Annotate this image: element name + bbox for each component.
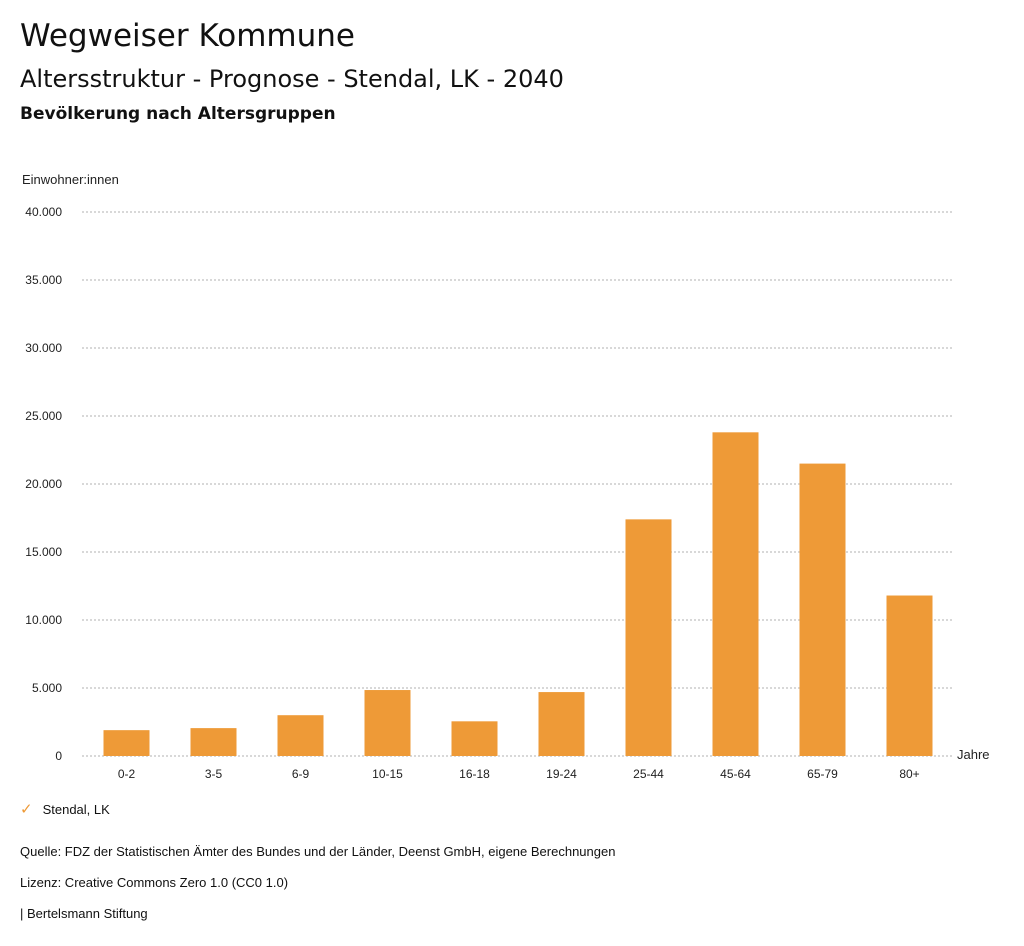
x-tick-label: 16-18 <box>459 767 490 781</box>
page-subtitle: Altersstruktur - Prognose - Stendal, LK … <box>20 65 564 93</box>
bar <box>103 730 150 756</box>
chart-heading: Bevölkerung nach Altersgruppen <box>20 104 336 124</box>
legend-item[interactable]: ✓ Stendal, LK <box>20 802 110 817</box>
bar <box>538 692 585 756</box>
bar <box>712 432 759 756</box>
bar-chart: Einwohner:innen 0 5.000 10.000 15.000 20.000 2… <box>22 172 990 781</box>
y-tick-label: 35.000 <box>25 273 62 287</box>
x-tick-label: 3-5 <box>205 767 223 781</box>
legend-label: Stendal, LK <box>42 802 110 817</box>
x-tick-label: 65-79 <box>807 767 838 781</box>
x-tick-label: 6-9 <box>292 767 310 781</box>
x-tick-label: 25-44 <box>633 767 664 781</box>
y-tick-label: 20.000 <box>25 477 62 491</box>
x-tick-label: 0-2 <box>118 767 136 781</box>
page-title: Wegweiser Kommune <box>20 18 355 54</box>
y-tick-label: 40.000 <box>25 205 62 219</box>
x-axis-title: Jahre <box>957 747 990 762</box>
checkmark-icon: ✓ <box>20 801 33 818</box>
y-axis-title: Einwohner:innen <box>22 172 119 187</box>
bar <box>799 463 846 756</box>
source-note: Quelle: FDZ der Statistischen Ämter des … <box>20 844 616 859</box>
bar <box>886 595 933 756</box>
y-tick-label: 30.000 <box>25 341 62 355</box>
bar <box>277 715 324 756</box>
y-tick-label: 0 <box>55 749 62 763</box>
bar <box>451 721 498 756</box>
y-tick-label: 25.000 <box>25 409 62 423</box>
y-tick-label: 10.000 <box>25 613 62 627</box>
x-tick-label: 19-24 <box>546 767 577 781</box>
y-tick-label: 5.000 <box>32 681 62 695</box>
bar <box>364 690 411 756</box>
license-note: Lizenz: Creative Commons Zero 1.0 (CC0 1… <box>20 875 289 890</box>
publisher-note: | Bertelsmann Stiftung <box>20 906 148 921</box>
x-tick-label: 10-15 <box>372 767 403 781</box>
x-tick-label: 80+ <box>899 767 919 781</box>
x-tick-label: 45-64 <box>720 767 751 781</box>
y-tick-label: 15.000 <box>25 545 62 559</box>
bar <box>625 519 672 756</box>
bar <box>190 728 237 756</box>
